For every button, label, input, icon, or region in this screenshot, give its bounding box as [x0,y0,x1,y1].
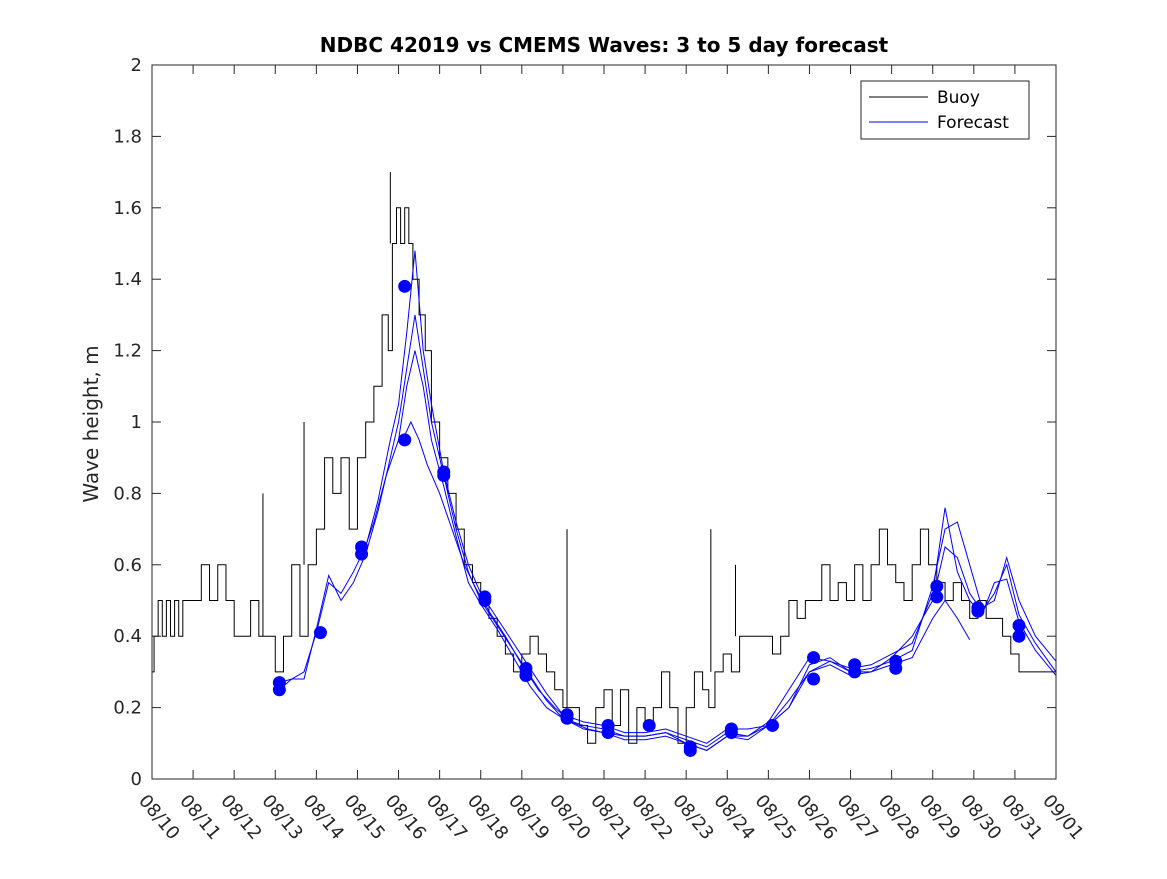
forecast-marker-29 [930,579,944,593]
y-tick-label-6: 1.2 [113,341,142,362]
buoy-series-line [152,207,1056,744]
forecast-run-line-2 [361,350,1057,748]
forecast-marker-5 [398,279,412,293]
forecast-marker-12 [519,668,533,682]
legend-label-forecast: Forecast [937,113,1009,133]
forecast-marker-24 [807,672,821,686]
forecast-marker-14 [560,711,574,725]
y-tick-label-4: 0.8 [113,483,142,504]
y-tick-label-10: 2 [131,55,142,76]
forecast-marker-33 [1012,618,1026,632]
forecast-marker-34 [1012,629,1026,643]
legend-box [860,80,1030,140]
forecast-marker-10 [478,594,492,607]
forecast-marker-6 [398,433,412,447]
y-tick-label-0: 0 [131,769,142,790]
forecast-marker-28 [889,661,903,675]
forecast-marker-22 [765,718,779,732]
forecast-marker-1 [272,683,286,697]
forecast-marker-32 [971,604,985,618]
forecast-marker-8 [437,469,451,483]
y-tick-label-2: 0.4 [113,626,142,647]
legend-label-buoy: Buoy [937,88,980,108]
forecast-run-line-3 [402,420,971,751]
forecast-marker-16 [601,726,615,740]
forecast-marker-26 [848,665,862,679]
forecast-marker-19 [683,743,697,757]
y-axis-label: Wave height, m [79,345,103,502]
legend: Buoy Forecast [860,80,1030,140]
forecast-marker-4 [355,547,369,561]
y-tick-label-3: 0.6 [113,555,142,576]
forecast-marker-23 [807,651,821,665]
chart-title: NDBC 42019 vs CMEMS Waves: 3 to 5 day fo… [320,33,889,57]
y-tick-label-5: 1 [131,412,142,433]
forecast-marker-17 [642,718,656,732]
y-tick-label-1: 0.2 [113,698,142,719]
forecast-marker-21 [724,726,738,740]
y-tick-label-8: 1.6 [113,198,142,219]
y-tick-label-9: 1.8 [113,126,142,147]
plot-area [152,172,1057,757]
forecast-marker-30 [930,590,944,604]
y-tick-label-7: 1.4 [113,269,142,290]
forecast-marker-2 [313,626,327,640]
